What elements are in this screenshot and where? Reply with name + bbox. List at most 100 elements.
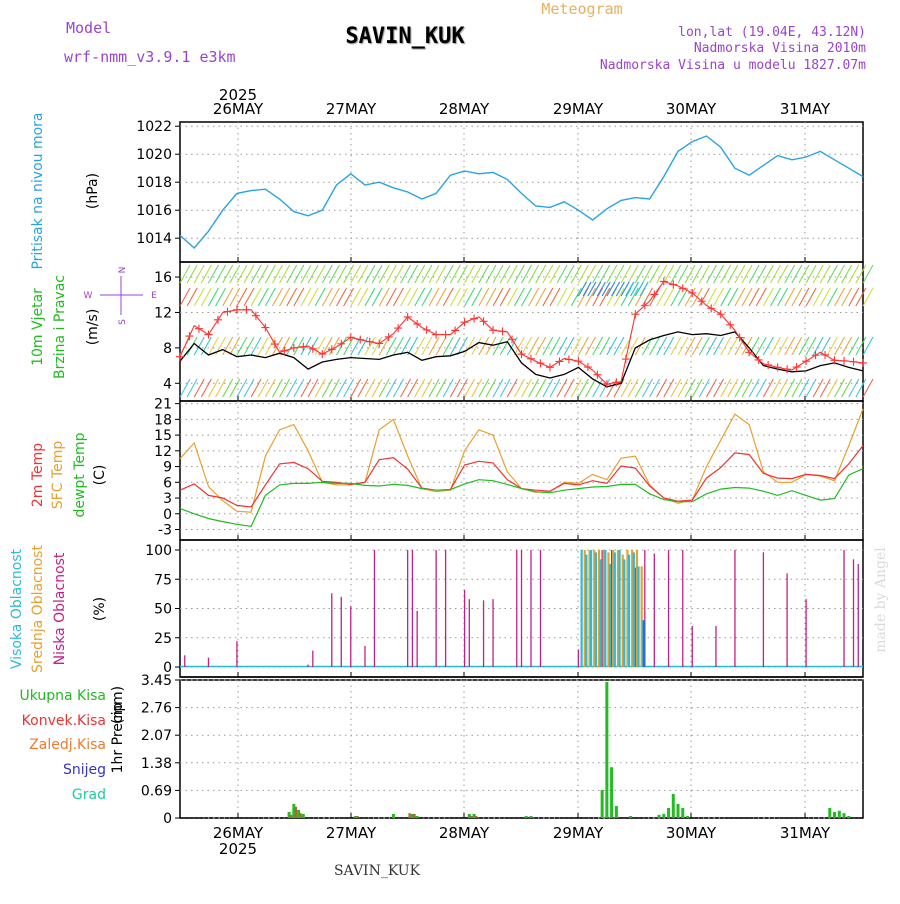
wind-barb xyxy=(762,336,774,356)
wind-barb xyxy=(542,336,554,356)
tick-labels: 10141016101810201022481216-3036912151821… xyxy=(136,119,806,827)
wind-barb xyxy=(706,378,717,398)
legend-frozen-rain: Zaledj.Kisa xyxy=(29,737,106,753)
wind-barb xyxy=(257,336,269,356)
gust-marker xyxy=(792,363,801,372)
wind-barb xyxy=(222,287,234,307)
gust-marker xyxy=(650,290,659,299)
ytick-label-temp-0: -3 xyxy=(158,523,172,539)
ytick-label-wind-0: 4 xyxy=(163,376,172,392)
gust-marker xyxy=(517,350,526,359)
wind-barb xyxy=(834,378,845,398)
wind-barb xyxy=(706,336,717,356)
wind-barb xyxy=(826,378,838,398)
precip-total-bar xyxy=(610,767,614,818)
wind-unit: (m/s) xyxy=(85,309,101,346)
year-label-top: 2025 xyxy=(219,86,257,104)
wind-barb xyxy=(727,336,739,356)
wind-barb xyxy=(656,287,668,307)
wind-barb xyxy=(663,287,675,307)
precip-conv-bar xyxy=(294,806,298,818)
wind-barb xyxy=(535,336,547,356)
gust-marker xyxy=(479,317,488,326)
wind-barb xyxy=(727,378,739,398)
wind-barb xyxy=(577,378,589,398)
precip-unit: (mm) xyxy=(110,686,126,724)
wind-barb xyxy=(307,378,319,398)
wind-barb xyxy=(286,378,298,398)
bottom-date-28MAY: 28MAY xyxy=(439,824,490,842)
precip-conv-bar xyxy=(474,816,478,818)
ytick-label-pressure-0: 1014 xyxy=(136,231,172,247)
wind-barb xyxy=(528,264,540,284)
temp2m-label: 2m Temp xyxy=(30,443,46,507)
gust-marker xyxy=(564,355,573,364)
wind-barb xyxy=(748,264,760,284)
wind-barb xyxy=(698,264,710,284)
wind-barb xyxy=(826,336,838,356)
ytick-label-temp-7: 18 xyxy=(154,412,172,428)
wind-barb xyxy=(179,264,191,284)
gust-marker xyxy=(574,357,583,366)
wind-barb xyxy=(222,264,234,284)
wind-barb xyxy=(556,336,568,356)
wind-barb xyxy=(428,287,440,307)
wind-barb xyxy=(613,264,625,284)
wind-barb xyxy=(371,264,383,284)
wind-barb xyxy=(492,264,504,284)
gust-marker xyxy=(451,326,460,335)
wind-barb xyxy=(826,287,838,307)
wind-barb xyxy=(350,287,362,307)
wind-barb xyxy=(350,378,362,398)
wind-barb xyxy=(770,378,781,398)
wind-barb xyxy=(748,287,760,307)
wind-barb xyxy=(343,336,355,356)
wind-barb xyxy=(400,287,411,307)
wind-barb xyxy=(357,287,369,307)
wind-barb xyxy=(841,264,853,284)
wind-barb xyxy=(727,287,739,307)
wind-barb xyxy=(314,264,326,284)
precip-conv-bar xyxy=(356,816,359,818)
wind-barb xyxy=(741,378,753,398)
wind-barb xyxy=(770,287,781,307)
wind-barb xyxy=(293,287,305,307)
wind-barb xyxy=(848,336,860,356)
wind-compass: N S W E xyxy=(84,267,158,325)
wind-barb xyxy=(834,287,845,307)
wind-barb xyxy=(314,336,326,356)
gust-marker xyxy=(631,310,640,319)
cloud-high-label: Visoka Oblacnost xyxy=(9,548,25,669)
ytick-label-precip-4: 2.76 xyxy=(141,701,172,717)
wind-barb xyxy=(364,336,376,356)
wind-barb xyxy=(656,264,668,284)
precip-conv-bar xyxy=(299,813,302,818)
precip-total-bar xyxy=(657,814,661,818)
pressure-unit: (hPa) xyxy=(85,173,101,209)
wind-barb xyxy=(378,264,390,284)
wind-barb xyxy=(691,378,703,398)
wind-barb xyxy=(755,336,767,356)
ytick-label-cloud-4: 100 xyxy=(145,543,172,559)
wind-barb xyxy=(563,264,575,284)
wind-barb xyxy=(819,336,831,356)
wind-barb xyxy=(691,336,703,356)
wind-barb xyxy=(741,287,753,307)
wind-barb xyxy=(442,264,454,284)
wind-barb xyxy=(634,287,646,307)
wind-barb xyxy=(713,264,725,284)
wind-barb xyxy=(770,336,781,356)
wind-barb xyxy=(819,264,831,284)
wind-barb xyxy=(620,264,632,284)
wind-barb xyxy=(798,287,810,307)
ytick-label-cloud-1: 25 xyxy=(154,631,172,647)
ytick-label-cloud-3: 75 xyxy=(154,572,172,588)
coords-label: lon,lat (19.04E, 43.12N) xyxy=(678,25,866,40)
precip-total-bar xyxy=(842,813,846,818)
gust-marker xyxy=(678,284,687,293)
wind-barb xyxy=(400,378,411,398)
precip-total-bar xyxy=(676,804,680,818)
wind-barb xyxy=(336,264,347,284)
wind-barb xyxy=(264,264,276,284)
top-date-28MAY: 28MAY xyxy=(439,100,490,118)
